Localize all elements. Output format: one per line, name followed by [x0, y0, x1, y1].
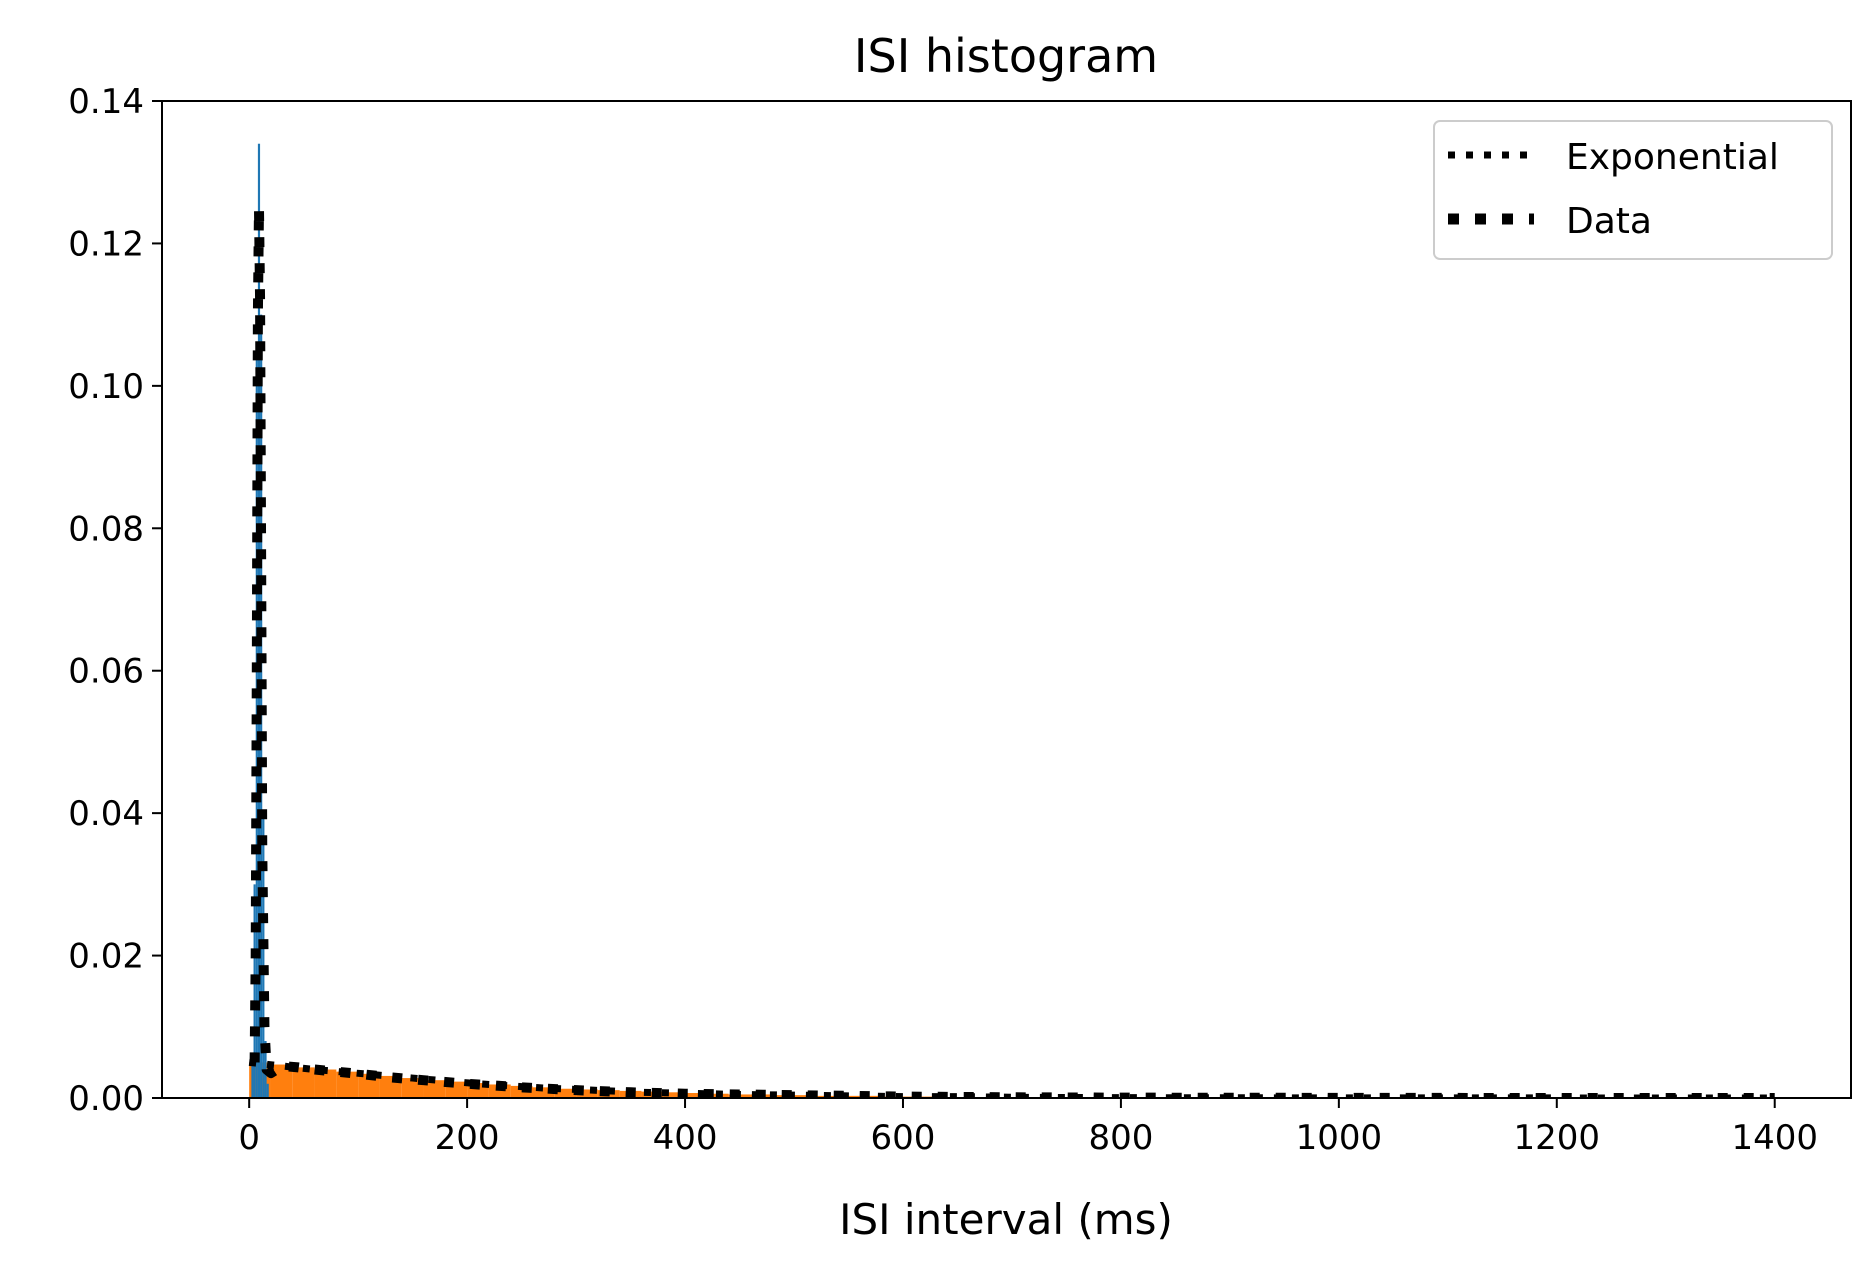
x-tick-label-0: 0 — [238, 1118, 260, 1158]
axes-frame — [161, 100, 1852, 1099]
x-tick-label-3: 600 — [871, 1118, 936, 1158]
y-tick-label-6: 0.12 — [68, 224, 144, 264]
chart-title: ISI histogram — [854, 29, 1158, 83]
orange-bar-13 — [532, 1087, 555, 1098]
y-tick-label-4: 0.08 — [68, 509, 144, 549]
legend-label-exponential: Exponential — [1566, 137, 1779, 178]
orange-bar-2 — [292, 1067, 315, 1098]
y-tick-label-3: 0.06 — [68, 652, 144, 692]
blue-bar-0 — [251, 1062, 254, 1098]
orange-bar-8 — [423, 1080, 446, 1098]
legend-label-data: Data — [1566, 201, 1652, 242]
x-tick-label-6: 1200 — [1514, 1118, 1601, 1158]
blue-bar-5 — [262, 813, 265, 1098]
orange-bar-25 — [794, 1095, 816, 1098]
axis-ticks: 0 200 400 600 800 1000 1200 1400 0.00 0.02 0.04 0.0… — [68, 82, 1818, 1158]
orange-bar-19 — [663, 1092, 686, 1098]
y-tick-label-7: 0.14 — [68, 82, 144, 122]
orange-bar-1 — [270, 1064, 293, 1098]
blue-bar-7 — [266, 1083, 269, 1098]
x-tick-label-7: 1400 — [1731, 1118, 1818, 1158]
x-tick-label-2: 400 — [653, 1118, 718, 1158]
y-tick-label-2: 0.04 — [68, 794, 144, 834]
blue-bar-3 — [257, 143, 261, 1098]
orange-bar-20 — [685, 1093, 707, 1098]
blue-bar-1 — [253, 884, 256, 1098]
orange-bar-4 — [336, 1071, 359, 1098]
x-tick-label-4: 800 — [1088, 1118, 1153, 1158]
legend: Exponential Data — [1433, 120, 1833, 260]
plot-area — [248, 143, 1775, 1098]
orange-bar-15 — [576, 1089, 598, 1098]
x-axis-label: ISI interval (ms) — [839, 1195, 1173, 1244]
y-tick-label-1: 0.02 — [68, 937, 144, 977]
orange-bar-3 — [314, 1069, 337, 1098]
orange-bar-28 — [859, 1095, 882, 1098]
y-tick-label-0: 0.00 — [68, 1079, 144, 1119]
x-tick-label-1: 200 — [435, 1118, 500, 1158]
y-tick-label-5: 0.10 — [68, 367, 144, 407]
data-line — [249, 202, 1775, 1098]
x-tick-label-5: 1000 — [1296, 1118, 1383, 1158]
orange-bar-14 — [554, 1088, 577, 1098]
